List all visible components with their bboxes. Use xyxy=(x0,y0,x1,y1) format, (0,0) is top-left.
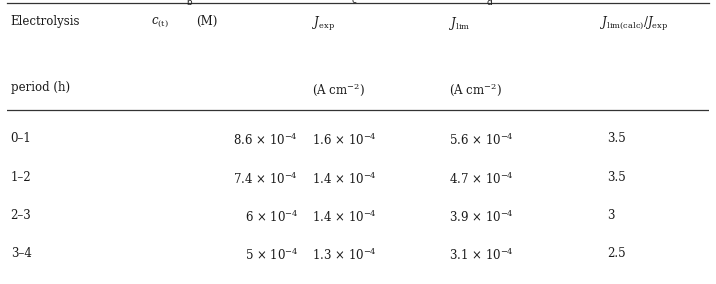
Text: 7.4 × 10$^{-4}$: 7.4 × 10$^{-4}$ xyxy=(233,171,299,187)
Text: 2–3: 2–3 xyxy=(11,209,32,222)
Text: (A cm$^{-2}$): (A cm$^{-2}$) xyxy=(312,81,365,98)
Text: $J_{{\rm lim(calc)}}$/$J_{{\rm exp}}$: $J_{{\rm lim(calc)}}$/$J_{{\rm exp}}$ xyxy=(600,15,668,33)
Text: 8.6 × 10$^{-4}$: 8.6 × 10$^{-4}$ xyxy=(233,132,299,148)
Text: 3.5: 3.5 xyxy=(607,132,626,145)
Text: 3.1 × 10$^{-4}$: 3.1 × 10$^{-4}$ xyxy=(449,247,514,263)
Text: (M): (M) xyxy=(197,15,218,28)
Text: $\mathsf{d}$: $\mathsf{d}$ xyxy=(485,0,493,7)
Text: 0–1: 0–1 xyxy=(11,132,32,145)
Text: 3: 3 xyxy=(607,209,614,222)
Text: 2.5: 2.5 xyxy=(607,247,626,260)
Text: (A cm$^{-2}$): (A cm$^{-2}$) xyxy=(449,81,502,98)
Text: 5.6 × 10$^{-4}$: 5.6 × 10$^{-4}$ xyxy=(449,132,514,148)
Text: 1.6 × 10$^{-4}$: 1.6 × 10$^{-4}$ xyxy=(312,132,377,148)
Text: $J_{{\rm lim}}$: $J_{{\rm lim}}$ xyxy=(449,15,471,32)
Text: $c_{{\rm (t)}}$: $c_{{\rm (t)}}$ xyxy=(151,15,169,29)
Text: 3–4: 3–4 xyxy=(11,247,32,260)
Text: 4.7 × 10$^{-4}$: 4.7 × 10$^{-4}$ xyxy=(449,171,514,187)
Text: 1.4 × 10$^{-4}$: 1.4 × 10$^{-4}$ xyxy=(312,171,377,187)
Text: 1–2: 1–2 xyxy=(11,171,32,184)
Text: 1.3 × 10$^{-4}$: 1.3 × 10$^{-4}$ xyxy=(312,247,377,263)
Text: period (h): period (h) xyxy=(11,81,69,94)
Text: 3.9 × 10$^{-4}$: 3.9 × 10$^{-4}$ xyxy=(449,209,514,225)
Text: 6 × 10$^{-4}$: 6 × 10$^{-4}$ xyxy=(245,209,299,225)
Text: 5 × 10$^{-4}$: 5 × 10$^{-4}$ xyxy=(245,247,299,263)
Text: 1.4 × 10$^{-4}$: 1.4 × 10$^{-4}$ xyxy=(312,209,377,225)
Text: $\mathsf{c}$: $\mathsf{c}$ xyxy=(351,0,357,5)
Text: Electrolysis: Electrolysis xyxy=(11,15,80,28)
Text: $\mathsf{b}$: $\mathsf{b}$ xyxy=(186,0,193,7)
Text: 3.5: 3.5 xyxy=(607,171,626,184)
Text: $J_{{\rm exp}}$: $J_{{\rm exp}}$ xyxy=(312,15,336,33)
